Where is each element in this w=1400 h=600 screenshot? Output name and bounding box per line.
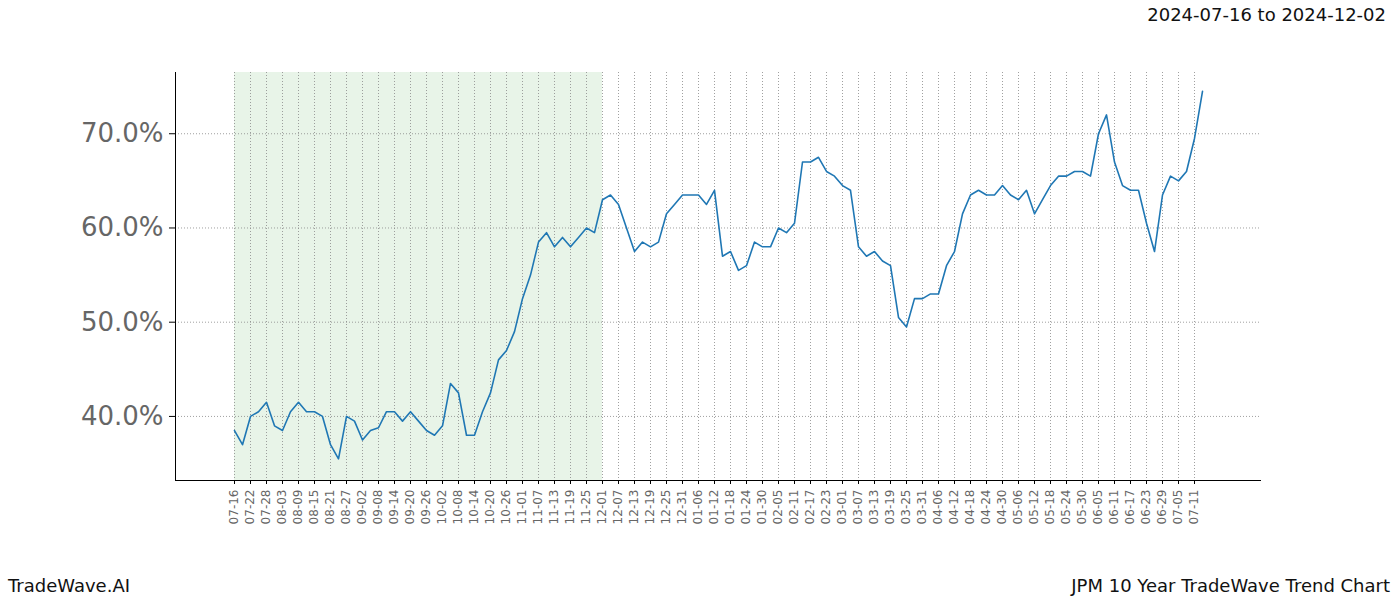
svg-text:12-19: 12-19: [643, 490, 657, 525]
svg-text:03-31: 03-31: [915, 490, 929, 525]
svg-text:10-02: 10-02: [435, 490, 449, 525]
svg-text:12-25: 12-25: [659, 490, 673, 525]
svg-text:02-05: 02-05: [771, 490, 785, 525]
html-text:TradeWave.AI: TradeWave.AI: [8, 574, 130, 596]
svg-text:60.0%: 60.0%: [81, 212, 164, 242]
svg-text:02-11: 02-11: [787, 490, 801, 525]
svg-text:70.0%: 70.0%: [81, 118, 164, 148]
html-text:2024-07-16 to 2024-12-02: 2024-07-16 to 2024-12-02: [1147, 4, 1386, 25]
svg-text:12-13: 12-13: [627, 490, 641, 525]
svg-text:10-26: 10-26: [499, 490, 513, 525]
svg-text:05-06: 05-06: [1011, 490, 1025, 525]
svg-text:03-07: 03-07: [851, 490, 865, 525]
svg-text:04-12: 04-12: [947, 490, 961, 525]
svg-text:01-12: 01-12: [707, 490, 721, 525]
svg-text:12-07: 12-07: [611, 490, 625, 525]
svg-text:02-23: 02-23: [819, 490, 833, 525]
svg-text:09-14: 09-14: [387, 490, 401, 525]
svg-text:01-06: 01-06: [691, 490, 705, 525]
svg-text:09-02: 09-02: [355, 490, 369, 525]
svg-text:12-01: 12-01: [595, 490, 609, 525]
svg-text:12-31: 12-31: [675, 490, 689, 525]
svg-text:08-15: 08-15: [307, 490, 321, 525]
svg-text:05-18: 05-18: [1043, 490, 1057, 525]
svg-text:10-08: 10-08: [451, 490, 465, 525]
svg-text:06-17: 06-17: [1123, 490, 1137, 525]
svg-text:04-06: 04-06: [931, 490, 945, 525]
svg-text:06-11: 06-11: [1107, 490, 1121, 525]
svg-text:05-12: 05-12: [1027, 490, 1041, 525]
svg-text:03-13: 03-13: [867, 490, 881, 525]
svg-text:11-25: 11-25: [579, 490, 593, 525]
svg-text:08-09: 08-09: [291, 490, 305, 525]
svg-text:06-23: 06-23: [1139, 490, 1153, 525]
svg-text:40.0%: 40.0%: [81, 401, 164, 431]
svg-text:09-26: 09-26: [419, 490, 433, 525]
svg-text:10-20: 10-20: [483, 490, 497, 525]
svg-text:04-30: 04-30: [995, 490, 1009, 525]
svg-text:11-13: 11-13: [547, 490, 561, 525]
svg-text:07-11: 07-11: [1187, 490, 1201, 525]
svg-text:06-29: 06-29: [1155, 490, 1169, 525]
svg-text:04-24: 04-24: [979, 490, 993, 525]
svg-text:11-07: 11-07: [531, 490, 545, 525]
svg-text:08-03: 08-03: [275, 490, 289, 525]
svg-text:09-08: 09-08: [371, 490, 385, 525]
svg-text:08-21: 08-21: [323, 490, 337, 525]
html-text:JPM 10 Year TradeWave Trend Ch: JPM 10 Year TradeWave Trend Chart: [1071, 574, 1390, 596]
svg-text:09-20: 09-20: [403, 490, 417, 525]
svg-text:07-05: 07-05: [1171, 490, 1185, 525]
svg-text:10-14: 10-14: [467, 490, 481, 525]
svg-text:01-24: 01-24: [739, 490, 753, 525]
svg-text:07-28: 07-28: [259, 490, 273, 525]
svg-text:06-05: 06-05: [1091, 490, 1105, 525]
svg-text:05-30: 05-30: [1075, 490, 1089, 525]
svg-text:04-18: 04-18: [963, 490, 977, 525]
svg-text:03-01: 03-01: [835, 490, 849, 525]
svg-text:50.0%: 50.0%: [81, 307, 164, 337]
svg-text:02-17: 02-17: [803, 490, 817, 525]
svg-text:11-19: 11-19: [563, 490, 577, 525]
svg-text:05-24: 05-24: [1059, 490, 1073, 525]
svg-text:07-22: 07-22: [243, 490, 257, 525]
svg-text:07-16: 07-16: [227, 490, 241, 525]
svg-text:03-25: 03-25: [899, 490, 913, 525]
svg-text:01-18: 01-18: [723, 490, 737, 525]
svg-text:08-27: 08-27: [339, 490, 353, 525]
svg-text:03-19: 03-19: [883, 490, 897, 525]
svg-text:01-30: 01-30: [755, 490, 769, 525]
svg-text:11-01: 11-01: [515, 490, 529, 525]
